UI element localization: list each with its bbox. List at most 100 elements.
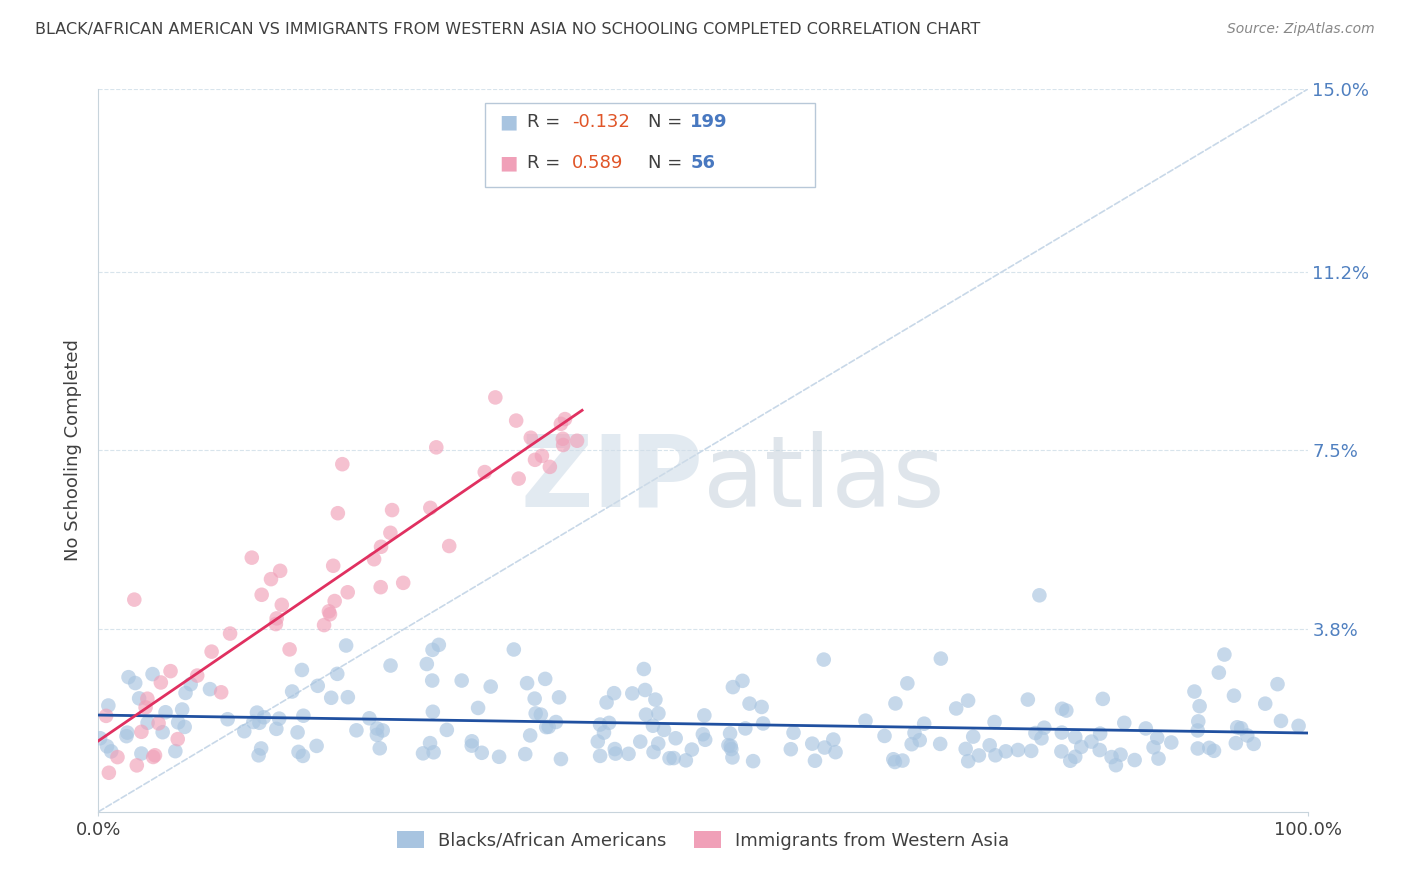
Point: [346, 723, 368, 738]
Point: [270, 598, 292, 612]
Point: [824, 745, 846, 759]
Point: [1267, 677, 1289, 691]
Point: [813, 652, 835, 666]
Point: [644, 692, 666, 706]
Point: [1202, 744, 1225, 758]
Point: [929, 737, 952, 751]
Point: [1017, 692, 1039, 706]
Point: [1213, 648, 1236, 662]
Point: [242, 714, 264, 729]
Point: [292, 708, 315, 723]
Point: [1050, 725, 1073, 739]
Point: [1226, 720, 1249, 734]
Point: [305, 739, 328, 753]
Point: [962, 730, 984, 744]
Point: [647, 737, 669, 751]
Point: [159, 664, 181, 678]
Point: [174, 686, 197, 700]
Point: [166, 732, 188, 747]
Point: [264, 617, 287, 632]
Point: [1243, 737, 1265, 751]
Point: [720, 739, 742, 753]
Point: [1088, 743, 1111, 757]
Point: [471, 746, 494, 760]
Point: [260, 572, 283, 586]
Text: R =: R =: [527, 154, 567, 172]
Point: [634, 683, 657, 698]
Point: [721, 680, 744, 694]
Point: [148, 716, 170, 731]
Point: [1187, 723, 1209, 738]
Point: [250, 588, 273, 602]
Point: [201, 645, 224, 659]
Point: [752, 716, 775, 731]
Point: [553, 438, 575, 452]
Point: [1223, 689, 1246, 703]
Point: [565, 434, 588, 448]
Point: [516, 676, 538, 690]
Point: [246, 706, 269, 720]
Point: [425, 441, 447, 455]
Point: [467, 701, 489, 715]
Point: [419, 500, 441, 515]
Point: [884, 755, 907, 769]
Point: [628, 734, 651, 748]
Point: [124, 592, 146, 607]
Text: 0.589: 0.589: [572, 154, 624, 172]
Point: [551, 432, 574, 446]
Point: [717, 738, 740, 752]
Point: [524, 706, 547, 721]
Point: [380, 658, 402, 673]
Point: [520, 431, 543, 445]
Point: [1187, 714, 1209, 729]
Point: [882, 752, 904, 766]
Point: [307, 679, 329, 693]
Point: [392, 575, 415, 590]
Point: [219, 626, 242, 640]
Point: [1187, 741, 1209, 756]
Point: [173, 720, 195, 734]
Point: [1288, 719, 1310, 733]
Point: [291, 663, 314, 677]
Point: [1123, 753, 1146, 767]
Point: [287, 745, 309, 759]
Point: [322, 558, 344, 573]
Point: [595, 695, 617, 709]
Point: [896, 676, 918, 690]
Point: [180, 677, 202, 691]
Point: [209, 685, 232, 699]
Point: [253, 710, 276, 724]
Point: [957, 754, 980, 768]
Point: [422, 643, 444, 657]
Point: [813, 740, 835, 755]
Point: [165, 744, 187, 758]
Point: [692, 727, 714, 741]
Point: [530, 707, 553, 722]
Point: [984, 748, 1007, 763]
Point: [117, 725, 139, 739]
Point: [124, 676, 146, 690]
Point: [1024, 726, 1046, 740]
Text: atlas: atlas: [703, 431, 945, 528]
Point: [330, 457, 353, 471]
Point: [598, 715, 620, 730]
Point: [269, 712, 291, 726]
Point: [1230, 721, 1253, 735]
Point: [419, 736, 441, 750]
Point: [1142, 740, 1164, 755]
Point: [550, 417, 572, 431]
Point: [363, 552, 385, 566]
Point: [107, 750, 129, 764]
Point: [142, 750, 165, 764]
Point: [1054, 704, 1077, 718]
Point: [1050, 702, 1073, 716]
Point: [436, 723, 458, 737]
Text: 56: 56: [690, 154, 716, 172]
Point: [217, 712, 239, 726]
Point: [586, 734, 609, 748]
Point: [641, 719, 664, 733]
Point: [266, 611, 288, 625]
Point: [1070, 739, 1092, 754]
Point: [422, 705, 444, 719]
Point: [593, 725, 616, 739]
